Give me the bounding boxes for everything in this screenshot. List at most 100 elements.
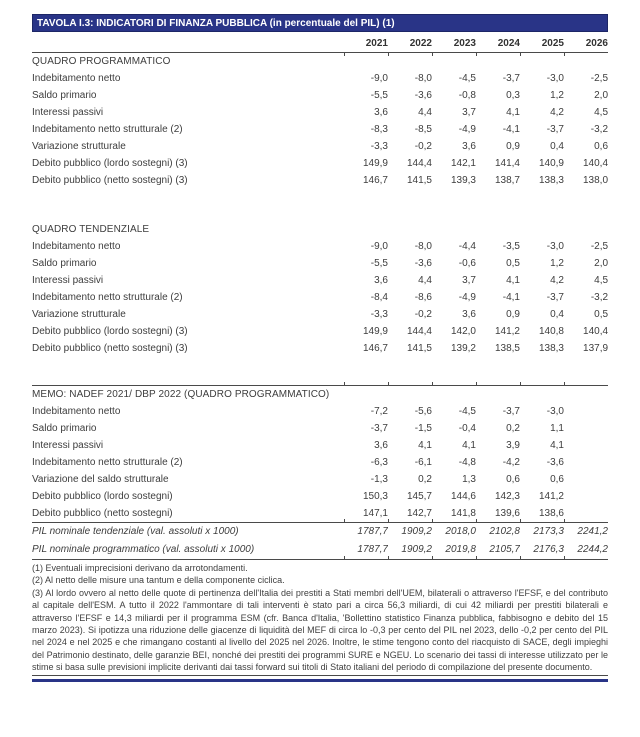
value-cell: 4,4 [418, 107, 432, 118]
column-rule [32, 519, 608, 523]
value-cell: 4,2 [550, 107, 564, 118]
value-cell: 0,2 [506, 423, 520, 434]
value-cell: -8,3 [370, 124, 388, 135]
value-cell: 3,6 [462, 141, 476, 152]
column-rule [32, 556, 608, 560]
tick-mark [564, 556, 565, 559]
value-cell: -3,2 [590, 124, 609, 135]
value-cell: 4,1 [462, 440, 476, 451]
value-cell: 3,7 [462, 107, 476, 118]
tick-mark [344, 556, 345, 559]
value-cell: -6,3 [370, 457, 388, 468]
value-cell: 2176,3 [533, 544, 564, 555]
row-label: Indebitamento netto strutturale (2) [32, 292, 183, 303]
value-cell: -8,0 [414, 241, 432, 252]
row-label: Indebitamento netto strutturale (2) [32, 457, 183, 468]
value-cell: -2,5 [590, 241, 609, 252]
value-cell: -5,5 [370, 258, 388, 269]
tick-mark [520, 556, 521, 559]
table-row: Indebitamento netto strutturale (2) -6,3 -… [32, 454, 608, 471]
data-grid: MEMO: NADEF 2021/ DBP 2022 (QUADRO PROGR… [32, 386, 608, 522]
value-cell: -4,9 [458, 124, 476, 135]
value-cell: 1909,2 [401, 526, 432, 537]
row-label: Saldo primario [32, 423, 97, 434]
value-cell: -3,2 [590, 292, 609, 303]
value-cell: 1,2 [550, 90, 564, 101]
year-header: 2023 [453, 38, 476, 49]
row-label: Saldo primario [32, 258, 97, 269]
bottom-rule [32, 678, 608, 682]
table-row: Debito pubblico (lordo sostegni) (3) 149,… [32, 155, 608, 172]
tavola-i3-table: 2021 2022 2023 2024 2025 2026 QUADRO PROGRAMMA… [32, 35, 608, 682]
value-cell [564, 420, 608, 437]
section-heading: QUADRO PROGRAMMATICO [32, 56, 171, 67]
tick-mark [432, 382, 433, 385]
value-cell [564, 454, 608, 471]
years-row-spacer [32, 35, 344, 52]
value-cell: -4,4 [458, 241, 476, 252]
document-page: TAVOLA I.3: INDICATORI DI FINANZA PUBBLI… [32, 14, 608, 682]
value-cell: -4,1 [502, 292, 520, 303]
pil-row: PIL nominale programmatico (val. assolut… [32, 541, 608, 559]
value-cell: 2018,0 [445, 526, 476, 537]
value-cell: -0,2 [414, 309, 432, 320]
column-rule [32, 382, 608, 386]
value-cell: -0,6 [458, 258, 476, 269]
value-cell: 142,1 [450, 158, 476, 169]
value-cell: 2105,7 [489, 544, 520, 555]
footnote: (3) Al lordo ovvero al netto delle quote… [32, 587, 608, 673]
data-grid: QUADRO TENDENZIALE Indebitamento netto -9,… [32, 221, 608, 357]
value-cell: -8,4 [370, 292, 388, 303]
year-header: 2021 [365, 38, 388, 49]
value-cell: 4,1 [506, 107, 520, 118]
value-cell: 3,9 [506, 440, 520, 451]
value-cell: 144,6 [450, 491, 476, 502]
value-cell: 147,1 [362, 508, 388, 519]
tick-mark [432, 556, 433, 559]
table-row: Saldo primario -5,5 -3,6 -0,6 0,5 1,2 2,0 [32, 255, 608, 272]
row-label: Debito pubblico (lordo sostegni) (3) [32, 326, 188, 337]
value-cell: 150,3 [362, 491, 388, 502]
tick-mark [520, 53, 521, 56]
table-row: Interessi passivi 3,6 4,1 4,1 3,9 4,1 [32, 437, 608, 454]
pil-row: PIL nominale tendenziale (val. assoluti … [32, 523, 608, 541]
years-header-row: 2021 2022 2023 2024 2025 2026 [32, 35, 608, 52]
value-cell: -0,4 [458, 423, 476, 434]
tick-mark [520, 382, 521, 385]
row-label: Interessi passivi [32, 440, 104, 451]
value-cell: 4,1 [418, 440, 432, 451]
value-cell: 2241,2 [577, 526, 608, 537]
table-row: Indebitamento netto strutturale (2) -8,3 -… [32, 121, 608, 138]
tick-mark [476, 556, 477, 559]
tick-mark [564, 519, 565, 522]
row-label: Variazione del saldo strutturale [32, 474, 169, 485]
value-cell: 2,0 [594, 90, 609, 101]
value-cell: 142,3 [494, 491, 520, 502]
tick-mark [432, 53, 433, 56]
value-cell: 141,5 [406, 175, 432, 186]
table-row: Saldo primario -3,7 -1,5 -0,4 0,2 1,1 [32, 420, 608, 437]
value-cell: 140,4 [583, 326, 609, 337]
value-cell: -3,7 [502, 73, 520, 84]
value-cell: 0,4 [550, 141, 564, 152]
column-rule [32, 52, 608, 56]
value-cell: 140,4 [582, 158, 609, 169]
value-cell: 0,6 [506, 474, 520, 485]
value-cell: 141,5 [406, 343, 432, 354]
value-cell: 2244,2 [577, 544, 608, 555]
value-cell: -4,1 [502, 124, 520, 135]
value-cell: 146,7 [362, 343, 388, 354]
data-grid: PIL nominale tendenziale (val. assoluti … [32, 523, 608, 559]
value-cell: 3,6 [374, 275, 388, 286]
value-cell: -1,5 [414, 423, 432, 434]
data-grid: QUADRO PROGRAMMATICO Indebitamento netto -… [32, 53, 608, 189]
value-cell: -3,0 [546, 241, 564, 252]
footnotes-block: (1) Eventuali imprecisioni derivano da a… [32, 562, 608, 676]
value-cell [564, 471, 608, 488]
value-cell: 145,7 [406, 491, 432, 502]
value-cell: 140,9 [538, 158, 564, 169]
value-cell: -3,6 [414, 258, 432, 269]
value-cell: 4,2 [550, 275, 564, 286]
table-row: Variazione del saldo strutturale -1,3 0,2 1… [32, 471, 608, 488]
value-cell: 137,9 [583, 343, 609, 354]
